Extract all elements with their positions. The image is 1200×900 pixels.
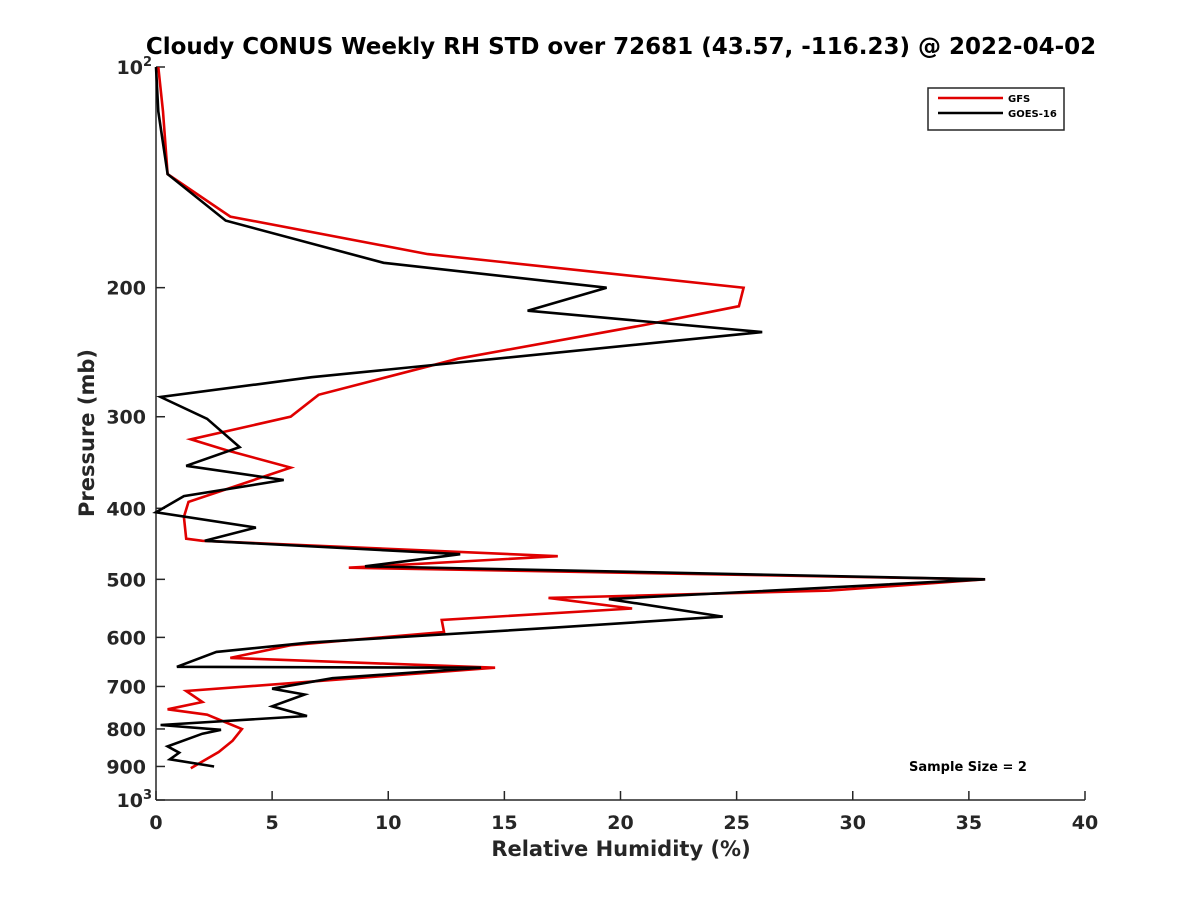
x-tick-label: 25 — [723, 812, 749, 834]
legend-label: GFS — [1008, 94, 1030, 105]
y-tick-label: 102 — [117, 55, 153, 79]
series-layer — [152, 66, 986, 770]
legend-box — [927, 87, 1065, 131]
y-tick-label: 500 — [106, 569, 146, 591]
x-tick-label: 20 — [607, 812, 633, 834]
y-tick-label: 800 — [106, 719, 146, 741]
sample-size-annotation: Sample Size = 2 — [909, 760, 1027, 775]
x-axis-label: Relative Humidity (%) — [491, 837, 750, 861]
series-line-gfs — [157, 66, 986, 770]
x-tick-label: 35 — [956, 812, 982, 834]
x-tick-label: 15 — [491, 812, 517, 834]
x-tick-label: 10 — [375, 812, 401, 834]
x-tick-label: 5 — [266, 812, 279, 834]
y-tick-label: 400 — [106, 498, 146, 520]
y-tick-label: 600 — [106, 627, 146, 649]
chart-title: Cloudy CONUS Weekly RH STD over 72681 (4… — [146, 34, 1096, 60]
y-axis-label: Pressure (mb) — [75, 349, 99, 517]
legend: GFS GOES-16 — [927, 87, 1065, 131]
x-tick-label: 40 — [1072, 812, 1098, 834]
y-tick-label: 103 — [117, 788, 153, 812]
y-tick-label: 900 — [106, 756, 146, 778]
y-tick-label: 200 — [106, 278, 146, 300]
y-tick-label: 700 — [106, 676, 146, 698]
axes: 0 5 10 15 20 25 30 35 40 102 200 300 400 500 600 700 800… — [106, 55, 1098, 834]
legend-label: GOES-16 — [1008, 109, 1057, 120]
y-tick-label: 300 — [106, 407, 146, 429]
x-tick-label: 30 — [840, 812, 866, 834]
x-tick-label: 0 — [149, 812, 162, 834]
series-line-goes-16 — [152, 66, 986, 768]
